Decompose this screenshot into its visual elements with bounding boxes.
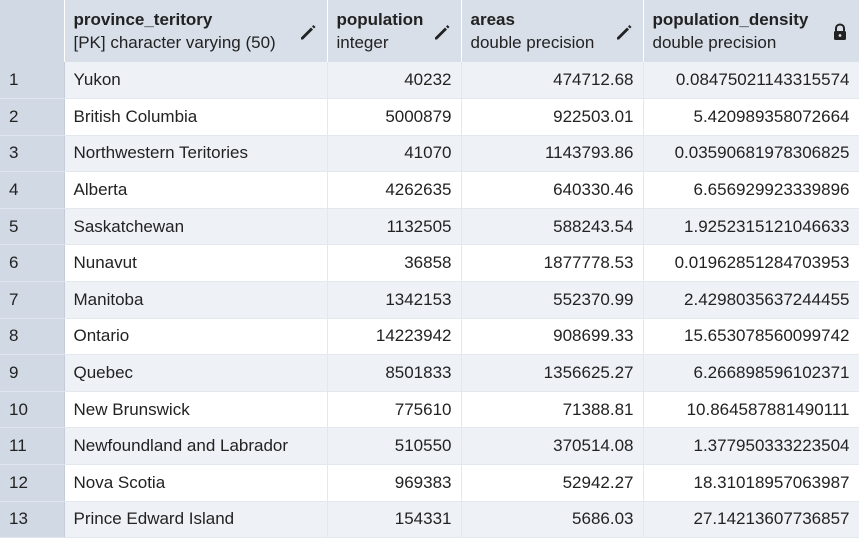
row-index-cell[interactable]: 1 <box>0 62 65 100</box>
table-row[interactable]: 6 Nunavut 36858 1877778.53 0.019628512847039… <box>0 244 859 283</box>
column-header-province[interactable]: province_teritory [PK] character varying… <box>64 0 328 62</box>
pencil-icon[interactable] <box>432 22 452 42</box>
table-row[interactable]: 12 Nova Scotia 969383 52942.27 18.3101895706… <box>0 464 859 502</box>
row-index-cell[interactable]: 12 <box>0 464 65 502</box>
row-index-cell[interactable]: 3 <box>0 135 65 173</box>
areas-cell[interactable]: 640330.46 <box>461 171 644 209</box>
column-name: population_density <box>652 10 809 29</box>
row-index-header[interactable] <box>0 0 65 62</box>
areas-cell[interactable]: 52942.27 <box>461 464 644 502</box>
province-cell[interactable]: Saskatchewan <box>64 208 328 246</box>
table-row[interactable]: 9 Quebec 8501833 1356625.27 6.26689859610237… <box>0 354 859 392</box>
population-cell[interactable]: 775610 <box>327 391 462 429</box>
row-index-cell[interactable]: 5 <box>0 208 65 246</box>
row-index-cell[interactable]: 10 <box>0 391 65 429</box>
table-row[interactable]: 2 British Columbia 5000879 922503.01 5.42098… <box>0 98 859 136</box>
population-density-cell[interactable]: 6.266898596102371 <box>643 354 859 392</box>
pencil-icon[interactable] <box>614 22 634 42</box>
header-row: province_teritory [PK] character varying… <box>0 0 859 62</box>
province-cell[interactable]: Newfoundland and Labrador <box>64 427 328 466</box>
population-cell[interactable]: 36858 <box>327 244 462 283</box>
areas-cell[interactable]: 1877778.53 <box>461 244 644 283</box>
population-density-cell[interactable]: 6.656929923339896 <box>643 171 859 209</box>
column-type: integer <box>336 33 389 52</box>
province-cell[interactable]: British Columbia <box>64 98 328 136</box>
column-type: double precision <box>652 33 777 52</box>
table-row[interactable]: 3 Northwestern Teritories 41070 1143793.86 0… <box>0 135 859 173</box>
population-cell[interactable]: 1132505 <box>327 208 462 246</box>
column-name: population <box>336 10 424 29</box>
areas-cell[interactable]: 5686.03 <box>461 501 644 539</box>
areas-cell[interactable]: 474712.68 <box>461 62 644 100</box>
province-cell[interactable]: Alberta <box>64 171 328 209</box>
column-type: double precision <box>470 33 595 52</box>
areas-cell[interactable]: 1356625.27 <box>461 354 644 392</box>
province-cell[interactable]: Quebec <box>64 354 328 392</box>
row-index-cell[interactable]: 4 <box>0 171 65 209</box>
population-density-cell[interactable]: 10.864587881490111 <box>643 391 859 429</box>
population-cell[interactable]: 14223942 <box>327 318 462 356</box>
row-index-cell[interactable]: 9 <box>0 354 65 392</box>
province-cell[interactable]: Nova Scotia <box>64 464 328 502</box>
lock-icon <box>833 23 846 40</box>
row-index-cell[interactable]: 6 <box>0 244 65 283</box>
population-density-cell[interactable]: 27.14213607736857 <box>643 501 859 539</box>
province-cell[interactable]: Northwestern Teritories <box>64 135 328 173</box>
table-row[interactable]: 1 Yukon 40232 474712.68 0.08475021143315574 <box>0 62 859 100</box>
population-density-cell[interactable]: 5.420989358072664 <box>643 98 859 136</box>
table-row[interactable]: 13 Prince Edward Island 154331 5686.03 27.14… <box>0 501 859 539</box>
population-cell[interactable]: 510550 <box>327 427 462 466</box>
table-row[interactable]: 10 New Brunswick 775610 71388.81 10.86458788… <box>0 391 859 429</box>
column-header-population-density[interactable]: population_density double precision <box>643 0 859 62</box>
province-cell[interactable]: Yukon <box>64 62 328 100</box>
province-cell[interactable]: Manitoba <box>64 281 328 319</box>
row-index-cell[interactable]: 11 <box>0 427 65 466</box>
row-index-cell[interactable]: 8 <box>0 318 65 356</box>
pencil-icon[interactable] <box>298 22 318 42</box>
population-cell[interactable]: 5000879 <box>327 98 462 136</box>
population-cell[interactable]: 154331 <box>327 501 462 539</box>
column-header-areas[interactable]: areas double precision <box>461 0 644 62</box>
population-density-cell[interactable]: 15.653078560099742 <box>643 318 859 356</box>
province-cell[interactable]: Ontario <box>64 318 328 356</box>
table-row[interactable]: 4 Alberta 4262635 640330.46 6.65692992333989… <box>0 171 859 209</box>
table-row[interactable]: 5 Saskatchewan 1132505 588243.54 1.925231512… <box>0 208 859 246</box>
population-cell[interactable]: 969383 <box>327 464 462 502</box>
population-density-cell[interactable]: 0.03590681978306825 <box>643 135 859 173</box>
column-name: areas <box>470 10 515 29</box>
grid-body: 1 Yukon 40232 474712.68 0.08475021143315574 2… <box>0 62 859 539</box>
population-density-cell[interactable]: 0.08475021143315574 <box>643 62 859 100</box>
population-cell[interactable]: 40232 <box>327 62 462 100</box>
row-index-cell[interactable]: 13 <box>0 501 65 539</box>
population-density-cell[interactable]: 0.01962851284703953 <box>643 244 859 283</box>
areas-cell[interactable]: 922503.01 <box>461 98 644 136</box>
column-type: [PK] character varying (50) <box>73 33 276 52</box>
population-cell[interactable]: 4262635 <box>327 171 462 209</box>
areas-cell[interactable]: 1143793.86 <box>461 135 644 173</box>
population-density-cell[interactable]: 1.9252315121046633 <box>643 208 859 246</box>
column-header-population[interactable]: population integer <box>327 0 462 62</box>
areas-cell[interactable]: 370514.08 <box>461 427 644 466</box>
table-row[interactable]: 7 Manitoba 1342153 552370.99 2.4298035637244… <box>0 281 859 319</box>
row-index-cell[interactable]: 2 <box>0 98 65 136</box>
population-density-cell[interactable]: 18.31018957063987 <box>643 464 859 502</box>
province-cell[interactable]: New Brunswick <box>64 391 328 429</box>
table-row[interactable]: 11 Newfoundland and Labrador 510550 370514.… <box>0 427 859 466</box>
population-cell[interactable]: 41070 <box>327 135 462 173</box>
table-row[interactable]: 8 Ontario 14223942 908699.33 15.653078560099… <box>0 318 859 356</box>
areas-cell[interactable]: 908699.33 <box>461 318 644 356</box>
population-density-cell[interactable]: 1.377950333223504 <box>643 427 859 466</box>
areas-cell[interactable]: 71388.81 <box>461 391 644 429</box>
province-cell[interactable]: Prince Edward Island <box>64 501 328 539</box>
column-name: province_teritory <box>73 10 213 29</box>
areas-cell[interactable]: 588243.54 <box>461 208 644 246</box>
population-density-cell[interactable]: 2.4298035637244455 <box>643 281 859 319</box>
population-cell[interactable]: 1342153 <box>327 281 462 319</box>
areas-cell[interactable]: 552370.99 <box>461 281 644 319</box>
population-cell[interactable]: 8501833 <box>327 354 462 392</box>
row-index-cell[interactable]: 7 <box>0 281 65 319</box>
province-cell[interactable]: Nunavut <box>64 244 328 283</box>
